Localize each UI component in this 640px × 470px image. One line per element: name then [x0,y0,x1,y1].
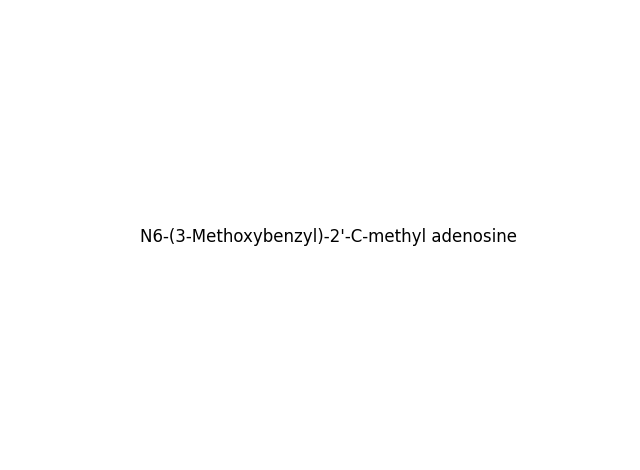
Text: N6-(3-Methoxybenzyl)-2'-C-methyl adenosine: N6-(3-Methoxybenzyl)-2'-C-methyl adenosi… [140,228,516,246]
